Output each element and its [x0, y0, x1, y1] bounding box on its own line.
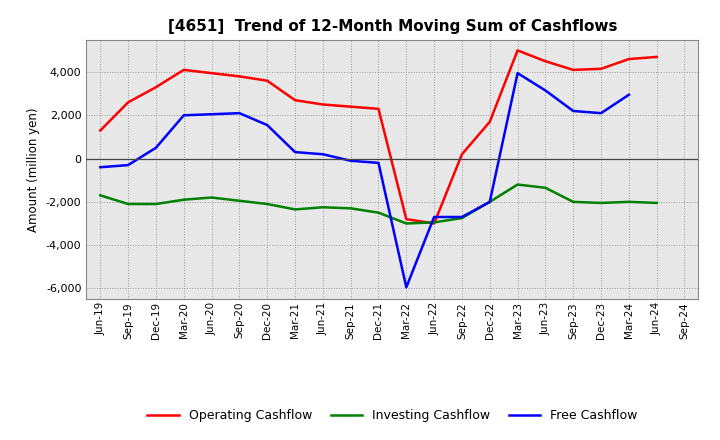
Investing Cashflow: [541, 185, 550, 191]
Free Cashflow: [569, 108, 577, 114]
Free Cashflow: [430, 214, 438, 220]
Free Cashflow: [235, 110, 243, 116]
Free Cashflow: [263, 122, 271, 128]
Investing Cashflow: [152, 202, 161, 207]
Operating Cashflow: [207, 70, 216, 76]
Free Cashflow: [513, 70, 522, 76]
Title: [4651]  Trend of 12-Month Moving Sum of Cashflows: [4651] Trend of 12-Month Moving Sum of C…: [168, 19, 617, 34]
Investing Cashflow: [235, 198, 243, 203]
Investing Cashflow: [291, 207, 300, 212]
Operating Cashflow: [402, 216, 410, 222]
Investing Cashflow: [402, 221, 410, 226]
Operating Cashflow: [569, 67, 577, 73]
Investing Cashflow: [624, 199, 633, 205]
Line: Investing Cashflow: Investing Cashflow: [100, 184, 657, 224]
Legend: Operating Cashflow, Investing Cashflow, Free Cashflow: Operating Cashflow, Investing Cashflow, …: [143, 404, 642, 427]
Line: Free Cashflow: Free Cashflow: [100, 73, 629, 287]
Operating Cashflow: [96, 128, 104, 133]
Investing Cashflow: [207, 195, 216, 200]
Free Cashflow: [291, 150, 300, 155]
Investing Cashflow: [346, 205, 355, 211]
Investing Cashflow: [485, 199, 494, 205]
Operating Cashflow: [513, 48, 522, 53]
Investing Cashflow: [179, 197, 188, 202]
Operating Cashflow: [485, 119, 494, 125]
Free Cashflow: [597, 110, 606, 116]
Operating Cashflow: [430, 221, 438, 226]
Operating Cashflow: [263, 78, 271, 83]
Investing Cashflow: [652, 200, 661, 205]
Operating Cashflow: [652, 54, 661, 59]
Investing Cashflow: [458, 216, 467, 221]
Investing Cashflow: [430, 220, 438, 225]
Operating Cashflow: [235, 74, 243, 79]
Line: Operating Cashflow: Operating Cashflow: [100, 51, 657, 224]
Investing Cashflow: [597, 200, 606, 205]
Operating Cashflow: [152, 84, 161, 90]
Free Cashflow: [374, 160, 383, 165]
Operating Cashflow: [291, 98, 300, 103]
Operating Cashflow: [318, 102, 327, 107]
Investing Cashflow: [513, 182, 522, 187]
Free Cashflow: [346, 158, 355, 163]
Free Cashflow: [624, 92, 633, 97]
Investing Cashflow: [318, 205, 327, 210]
Y-axis label: Amount (million yen): Amount (million yen): [27, 107, 40, 231]
Operating Cashflow: [124, 100, 132, 105]
Free Cashflow: [207, 112, 216, 117]
Free Cashflow: [485, 199, 494, 205]
Operating Cashflow: [624, 56, 633, 62]
Operating Cashflow: [541, 59, 550, 64]
Operating Cashflow: [458, 152, 467, 157]
Investing Cashflow: [374, 210, 383, 215]
Free Cashflow: [458, 214, 467, 220]
Investing Cashflow: [569, 199, 577, 205]
Operating Cashflow: [374, 106, 383, 111]
Free Cashflow: [124, 162, 132, 168]
Investing Cashflow: [263, 202, 271, 207]
Investing Cashflow: [96, 193, 104, 198]
Operating Cashflow: [346, 104, 355, 109]
Operating Cashflow: [597, 66, 606, 71]
Free Cashflow: [318, 152, 327, 157]
Free Cashflow: [152, 145, 161, 150]
Free Cashflow: [541, 88, 550, 93]
Investing Cashflow: [124, 202, 132, 207]
Free Cashflow: [179, 113, 188, 118]
Free Cashflow: [402, 285, 410, 290]
Operating Cashflow: [179, 67, 188, 73]
Free Cashflow: [96, 165, 104, 170]
